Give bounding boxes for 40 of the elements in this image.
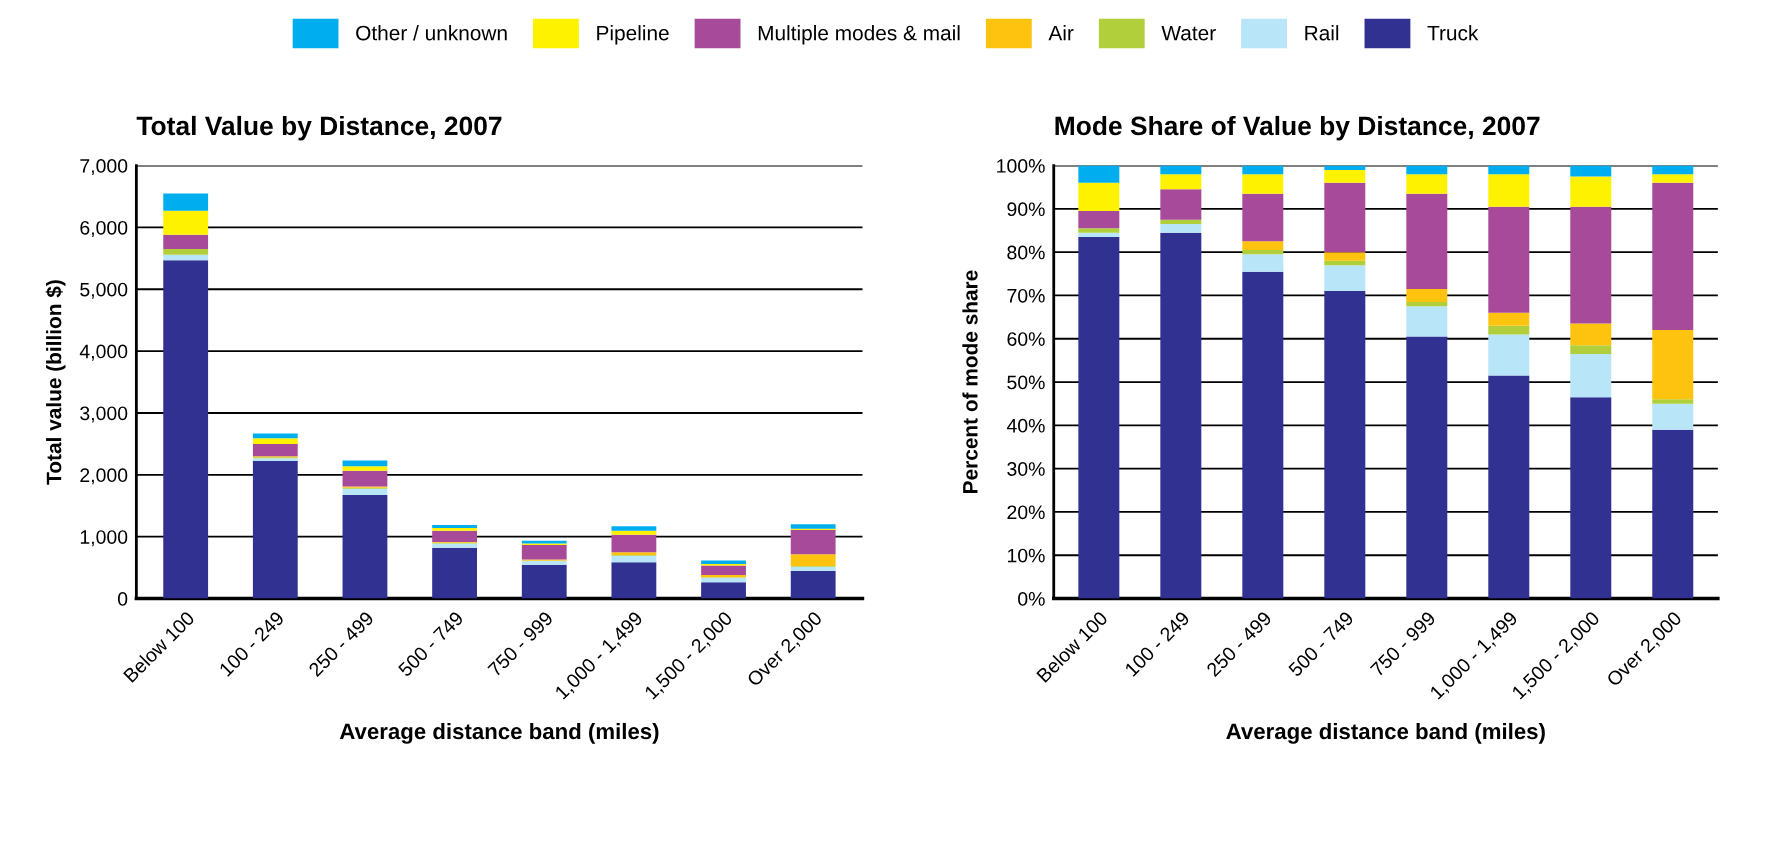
legend-label: Water [1161, 25, 1216, 41]
legend-label: Other / unknown [356, 25, 507, 41]
y-tick-label: 3,000 [80, 406, 128, 423]
x-tick-label: 250 - 499 [1205, 610, 1273, 678]
x-tick-label: 750 - 999 [1369, 610, 1437, 678]
chart-title: Total Value by Distance, 2007 [136, 115, 502, 141]
x-tick-label: 500 - 749 [397, 610, 465, 678]
legend-label: Rail [1305, 25, 1339, 41]
y-tick-label: 100% [997, 159, 1045, 173]
y-tick-label: 50% [1007, 375, 1045, 390]
y-axis-title: Total value (billion $) [45, 280, 66, 485]
x-tick-label: 500 - 749 [1287, 610, 1355, 678]
y-tick-label: 6,000 [80, 220, 128, 237]
y-tick-label: 90% [1007, 202, 1045, 217]
legend-label: Multiple modes & mail [758, 25, 960, 45]
legend-label: Air [1048, 25, 1074, 41]
y-tick-label: 60% [1007, 332, 1045, 346]
legend-label: Pipeline [597, 25, 669, 45]
chart-title: Mode Share of Value by Distance, 2007 [1055, 115, 1540, 141]
y-tick-label: 5,000 [80, 282, 128, 299]
x-tick-label: 100 - 249 [1124, 610, 1191, 677]
y-axis-title: Percent of mode share [962, 270, 978, 493]
legend-label: Truck [1427, 25, 1479, 41]
y-tick-label: 0% [1018, 592, 1045, 606]
y-tick-label: 70% [1007, 288, 1045, 303]
x-axis-title: Average distance band (miles) [339, 722, 659, 744]
y-tick-label: 2,000 [80, 468, 128, 485]
x-tick-label: 100 - 249 [218, 610, 285, 677]
y-tick-label: 1,000 [80, 530, 128, 547]
y-tick-label: 10% [1007, 548, 1045, 563]
y-tick-label: 20% [1007, 505, 1045, 520]
y-tick-label: 0 [117, 592, 128, 606]
y-tick-label: 80% [1007, 245, 1045, 260]
y-tick-label: 40% [1006, 418, 1045, 433]
y-tick-label: 30% [1007, 462, 1045, 476]
y-tick-label: 4,000 [79, 344, 128, 361]
x-tick-label: 250 - 499 [307, 610, 375, 678]
x-axis-title: Average distance band (miles) [1226, 722, 1545, 744]
x-tick-label: 750 - 999 [487, 610, 554, 678]
y-tick-label: 7,000 [80, 159, 128, 176]
